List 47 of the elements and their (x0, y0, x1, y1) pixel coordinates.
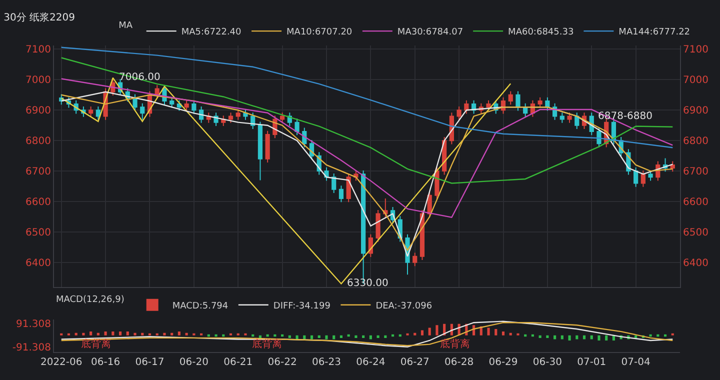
y-tick-label: 6700 (26, 166, 51, 178)
y2-tick-label: 6400 (683, 258, 708, 269)
x-tick-label: 06-29 (488, 357, 518, 368)
annotation: 6330.00 (347, 278, 388, 289)
y-tick-label: 91.308 (16, 319, 51, 330)
x-tick-label: 06-24 (356, 357, 386, 368)
legend-label: MACD:5.794 (172, 301, 228, 312)
y-tick-label: 6600 (26, 197, 51, 208)
annotation: 底背离 (252, 338, 282, 350)
x-tick-label: 06-22 (268, 357, 297, 368)
x-tick-label: 06-21 (224, 357, 253, 368)
y2-tick-label: 6800 (683, 136, 708, 148)
y2-tick-label: 7100 (683, 44, 708, 56)
y-tick-label: 6400 (26, 258, 51, 269)
legend-label: MA5:6722.40 (181, 28, 242, 38)
y2-tick-label: 6700 (683, 166, 708, 178)
y-tick-label: 7000 (26, 75, 51, 86)
y-tick-label: -91.308 (12, 342, 51, 354)
y-tick-label: 6500 (26, 227, 51, 238)
x-tick-label: 06-28 (444, 357, 474, 368)
legend-label: MA10:6707.20 (286, 28, 352, 38)
legend-title: MA (118, 21, 134, 32)
legend-label: MA144:6777.22 (618, 28, 690, 38)
x-tick-label: 06-17 (135, 357, 164, 368)
y2-tick-label: 7000 (683, 75, 708, 86)
y-tick-label: 6900 (26, 106, 51, 117)
x-tick-label: 06-23 (312, 357, 342, 368)
legend-label: MA30:6784.07 (397, 28, 464, 38)
x-tick-label: 06-27 (400, 357, 430, 368)
legend-label: DIFF:-34.199 (273, 301, 331, 312)
x-tick-label: 07-01 (577, 357, 606, 368)
annotation: 底背离 (81, 338, 111, 350)
y-tick-label: 7100 (26, 44, 51, 56)
chart-title: 30分 纸浆2209 (4, 11, 75, 24)
x-tick-label: 2022-06 (40, 357, 82, 368)
legend-title: MACD(12,26,9) (56, 295, 124, 306)
annotation: 底背离 (440, 338, 470, 350)
y2-tick-label: 6500 (683, 227, 708, 238)
x-tick-label: 07-04 (621, 357, 650, 368)
legend-label: DEA:-37.096 (376, 301, 432, 312)
x-tick-label: 06-30 (532, 357, 562, 368)
x-tick-label: 06-16 (91, 357, 120, 368)
x-tick-label: 06-20 (179, 357, 208, 368)
y2-tick-label: 6900 (683, 106, 708, 117)
y2-tick-label: 6600 (683, 197, 708, 208)
legend-label: MA60:6845.33 (508, 28, 574, 38)
y-tick-label: 6800 (26, 136, 51, 148)
